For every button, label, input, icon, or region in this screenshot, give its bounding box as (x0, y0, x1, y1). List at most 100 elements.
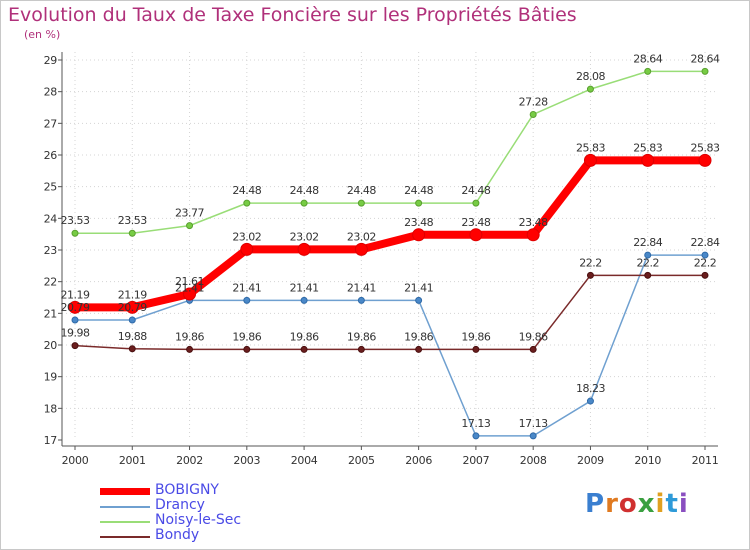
data-point-bondy (701, 271, 709, 279)
y-tick-label: 23 (44, 244, 58, 257)
data-label-bobigny: 25.83 (633, 141, 662, 154)
y-tick-label: 25 (44, 181, 58, 194)
x-tick-label: 2004 (291, 454, 318, 467)
data-label-bondy: 22.2 (636, 256, 659, 269)
data-point-bobigny (469, 228, 483, 242)
data-point-noisy-le-sec (415, 199, 423, 207)
data-label-bondy: 19.88 (118, 330, 147, 343)
data-label-drancy: 20.79 (61, 301, 90, 314)
data-label-bondy: 19.98 (61, 327, 90, 340)
data-label-noisy-le-sec: 24.48 (404, 184, 433, 197)
data-point-drancy (243, 296, 251, 304)
logo-letter: r (605, 489, 619, 519)
data-point-noisy-le-sec (71, 229, 79, 237)
data-point-noisy-le-sec (128, 229, 136, 237)
data-point-drancy (701, 251, 709, 259)
logo-letter: P (585, 489, 606, 519)
data-point-bobigny (354, 242, 368, 256)
data-point-noisy-le-sec (300, 199, 308, 207)
data-label-bondy: 22.2 (579, 256, 602, 269)
x-tick-label: 2006 (405, 454, 432, 467)
data-point-bondy (644, 271, 652, 279)
data-label-drancy: 17.13 (519, 417, 548, 430)
data-label-noisy-le-sec: 24.48 (290, 184, 319, 197)
y-tick-label: 24 (44, 212, 58, 225)
data-label-bobigny: 25.83 (576, 141, 605, 154)
data-label-bondy: 19.86 (290, 330, 319, 343)
data-label-bobigny: 21.19 (118, 288, 147, 301)
series-line-bobigny (71, 156, 709, 312)
data-point-noisy-le-sec (586, 85, 594, 93)
data-point-drancy (472, 432, 480, 440)
data-label-bobigny: 23.48 (519, 216, 548, 229)
logo-letter: x (637, 489, 656, 519)
data-label-drancy: 18.23 (576, 382, 605, 395)
data-point-bondy (357, 345, 365, 353)
data-point-bondy (529, 345, 537, 353)
y-tick-label: 20 (44, 339, 58, 352)
legend-label-bobigny: BOBIGNY (155, 482, 219, 498)
legend-label-noisy: Noisy-le-Sec (155, 512, 242, 528)
data-point-noisy-le-sec (701, 67, 709, 75)
data-label-bobigny: 25.83 (691, 141, 720, 154)
x-tick-label: 2005 (348, 454, 375, 467)
data-label-drancy: 21.41 (290, 281, 319, 294)
data-point-bobigny (641, 153, 655, 167)
y-tick-label: 26 (44, 149, 58, 162)
data-point-drancy (586, 397, 594, 405)
data-label-bondy: 19.86 (404, 330, 433, 343)
data-label-noisy-le-sec: 28.64 (691, 52, 720, 65)
y-tick-label: 29 (44, 54, 58, 67)
x-tick-label: 2010 (634, 454, 661, 467)
series-line-bondy (74, 274, 706, 351)
data-point-noisy-le-sec (186, 222, 194, 230)
data-point-bondy (415, 345, 423, 353)
x-tick-label: 2003 (233, 454, 260, 467)
data-label-bondy: 19.86 (347, 330, 376, 343)
data-label-drancy: 20.79 (118, 301, 147, 314)
logo-letter: i (655, 489, 666, 519)
data-point-bobigny (68, 300, 82, 314)
x-tick-label: 2002 (176, 454, 203, 467)
x-tick-label: 2000 (62, 454, 89, 467)
y-tick-label: 17 (44, 434, 58, 447)
chart-title: Evolution du Taux de Taxe Foncière sur l… (8, 4, 577, 26)
series-line-noisy-le-sec (74, 70, 706, 234)
data-label-drancy: 22.84 (633, 236, 662, 249)
data-point-bobigny (183, 287, 197, 301)
data-label-noisy-le-sec: 23.77 (175, 207, 204, 220)
data-point-drancy (300, 296, 308, 304)
data-label-drancy: 21.41 (232, 281, 261, 294)
data-label-bondy: 19.86 (461, 330, 490, 343)
x-tick-label: 2011 (692, 454, 719, 467)
x-tick-label: 2007 (463, 454, 490, 467)
data-label-drancy: 21.41 (404, 281, 433, 294)
legend-swatch-bobigny (100, 488, 150, 495)
y-tick-label: 27 (44, 117, 58, 130)
data-label-noisy-le-sec: 24.48 (232, 184, 261, 197)
data-label-bobigny: 23.02 (347, 230, 376, 243)
data-label-drancy: 22.84 (691, 236, 720, 249)
data-label-noisy-le-sec: 28.64 (633, 52, 662, 65)
data-point-drancy (357, 296, 365, 304)
data-point-drancy (529, 432, 537, 440)
data-point-bobigny (240, 242, 254, 256)
x-tick-label: 2009 (577, 454, 604, 467)
data-label-noisy-le-sec: 23.53 (118, 214, 147, 227)
data-label-bondy: 19.86 (519, 330, 548, 343)
data-point-bobigny (583, 153, 597, 167)
data-point-noisy-le-sec (243, 199, 251, 207)
data-point-bobigny (125, 300, 139, 314)
legend-swatch-drancy (100, 506, 150, 508)
data-label-bobigny: 21.61 (175, 275, 204, 288)
data-point-noisy-le-sec (644, 67, 652, 75)
proxiti-logo: Proxiti (585, 489, 689, 519)
data-point-bondy (186, 345, 194, 353)
data-label-noisy-le-sec: 24.48 (461, 184, 490, 197)
data-label-bobigny: 21.19 (61, 288, 90, 301)
data-point-drancy (128, 316, 136, 324)
data-point-bobigny (412, 228, 426, 242)
legend-swatch-bondy (100, 536, 150, 538)
legend-label-bondy: Bondy (155, 527, 200, 543)
